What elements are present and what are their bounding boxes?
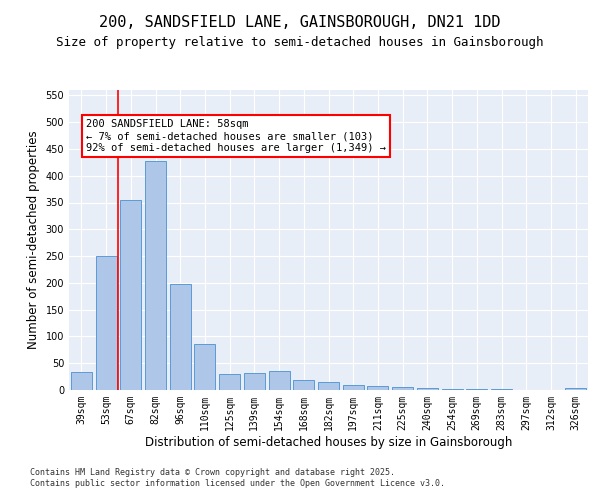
Bar [194,344,215,390]
Y-axis label: Number of semi-detached properties: Number of semi-detached properties [27,130,40,350]
Bar [95,256,116,390]
Bar [293,380,314,390]
Text: 200 SANDSFIELD LANE: 58sqm
← 7% of semi-detached houses are smaller (103)
92% of: 200 SANDSFIELD LANE: 58sqm ← 7% of semi-… [86,120,386,152]
Text: 200, SANDSFIELD LANE, GAINSBOROUGH, DN21 1DD: 200, SANDSFIELD LANE, GAINSBOROUGH, DN21… [99,15,501,30]
Bar [318,382,339,390]
Bar [71,372,92,390]
X-axis label: Distribution of semi-detached houses by size in Gainsborough: Distribution of semi-detached houses by … [145,436,512,448]
Bar [120,200,141,390]
Bar [442,389,463,390]
Bar [269,371,290,390]
Bar [219,374,240,390]
Bar [170,284,191,390]
Bar [244,373,265,390]
Bar [392,388,413,390]
Bar [367,386,388,390]
Text: Contains HM Land Registry data © Crown copyright and database right 2025.
Contai: Contains HM Land Registry data © Crown c… [30,468,445,487]
Bar [343,384,364,390]
Bar [417,388,438,390]
Bar [145,160,166,390]
Bar [565,388,586,390]
Text: Size of property relative to semi-detached houses in Gainsborough: Size of property relative to semi-detach… [56,36,544,49]
